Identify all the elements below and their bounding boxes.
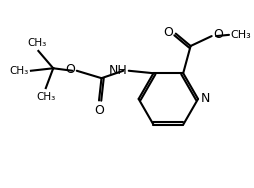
Text: O: O (66, 63, 75, 76)
Text: CH₃: CH₃ (230, 30, 251, 40)
Text: CH₃: CH₃ (9, 66, 28, 76)
Text: CH₃: CH₃ (27, 39, 47, 49)
Text: O: O (94, 104, 104, 117)
Text: O: O (213, 28, 223, 41)
Text: O: O (163, 26, 173, 39)
Text: CH₃: CH₃ (36, 92, 55, 102)
Text: N: N (201, 92, 210, 105)
Text: NH: NH (109, 64, 128, 77)
